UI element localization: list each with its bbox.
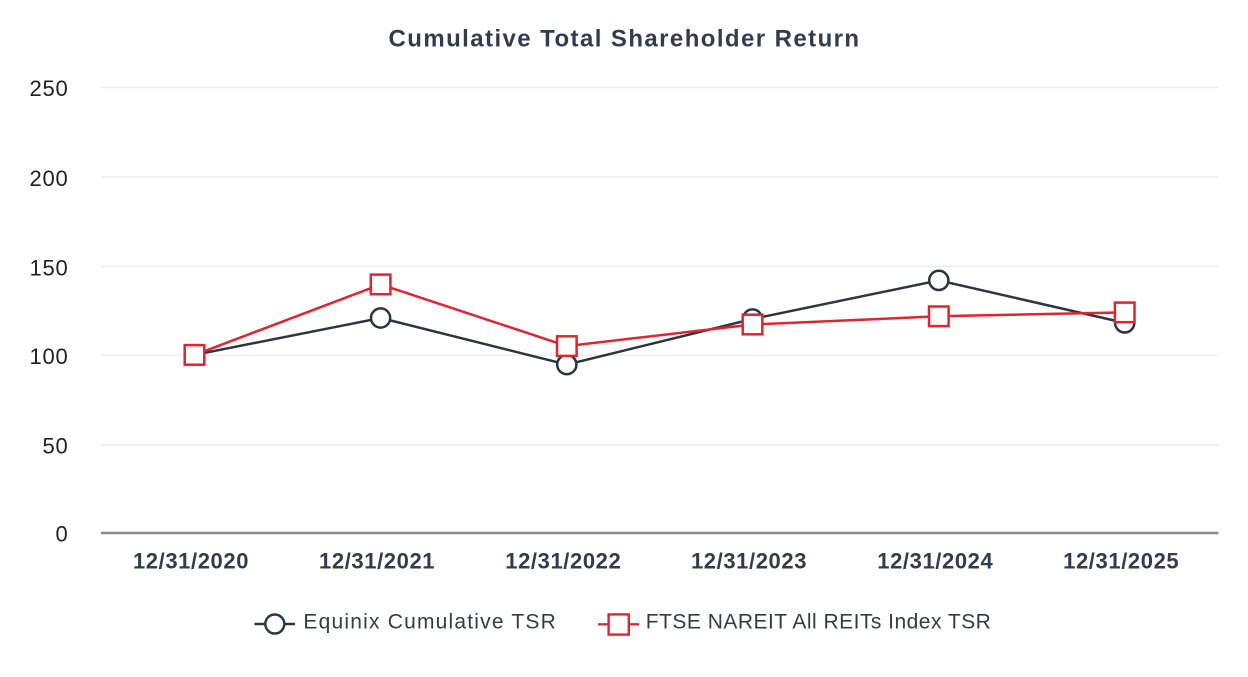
svg-text:12/31/2025: 12/31/2025 [1063,549,1179,574]
svg-text:12/31/2023: 12/31/2023 [691,549,807,574]
svg-text:0: 0 [56,522,69,547]
svg-text:Cumulative Total Shareholder R: Cumulative Total Shareholder Return [389,26,861,53]
svg-text:250: 250 [29,76,68,101]
svg-text:Equinix Cumulative TSR: Equinix Cumulative TSR [303,610,557,633]
svg-text:FTSE NAREIT All REITs Index TS: FTSE NAREIT All REITs Index TSR [646,610,992,633]
svg-text:200: 200 [29,166,68,191]
svg-text:50: 50 [43,434,69,459]
svg-text:12/31/2024: 12/31/2024 [877,549,993,574]
svg-text:100: 100 [29,344,68,369]
svg-text:12/31/2022: 12/31/2022 [505,549,621,574]
svg-text:150: 150 [29,255,68,280]
svg-text:12/31/2020: 12/31/2020 [133,549,249,574]
svg-text:12/31/2021: 12/31/2021 [319,549,435,574]
